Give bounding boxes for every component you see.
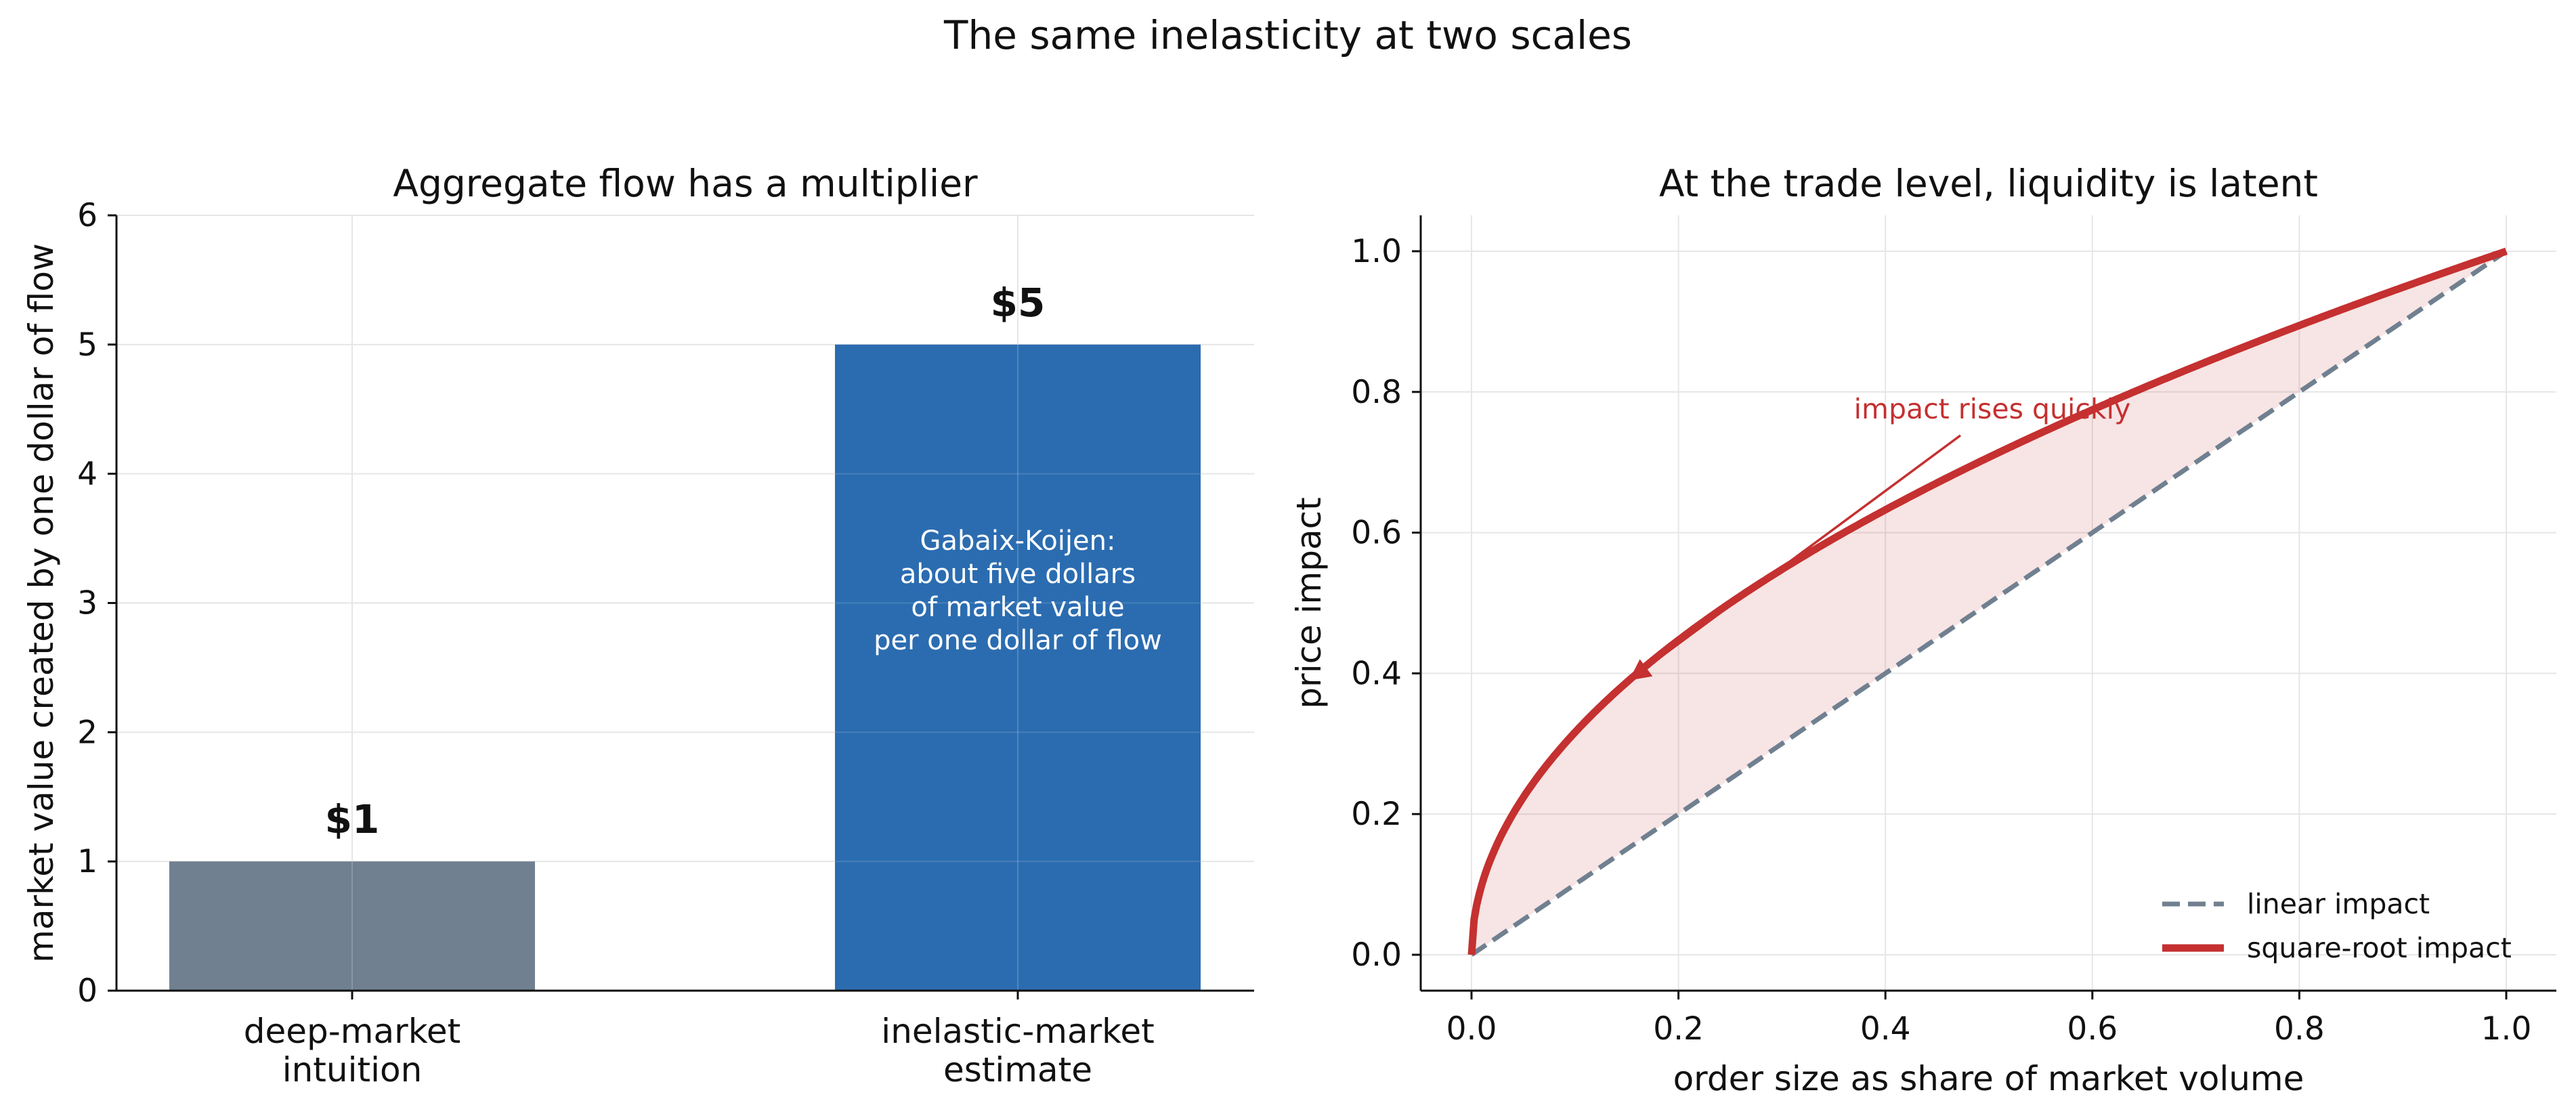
x-tick-label: 0.8 <box>2274 1010 2325 1048</box>
y-tick-label: 5 <box>77 326 98 364</box>
linear-impact-line <box>1470 249 2508 957</box>
y-tick-label: 3 <box>77 585 98 622</box>
legend-label: linear impact <box>2247 888 2430 920</box>
panel-title: Aggregate flow has a multiplier <box>393 162 978 205</box>
y-tick-label: 0.2 <box>1351 796 1402 833</box>
y-axis-label: market value created by one dollar of fl… <box>22 243 61 963</box>
y-tick-label: 0.0 <box>1351 936 1402 974</box>
impact-chart-panel: impact rises quickly 0.0 0.2 0.4 0.6 0.8 1.0 0.… <box>1289 162 2556 1098</box>
y-tick-label: 1 <box>77 843 98 880</box>
bar <box>169 861 535 991</box>
y-tick-label: 0 <box>77 972 98 1010</box>
bar-value-label: $1 <box>325 796 380 842</box>
y-tick-label: 2 <box>77 714 98 751</box>
bar-annotation: Gabaix-Koijen: about five dollars of marke… <box>874 525 1162 656</box>
bar-value-label: $5 <box>991 280 1046 326</box>
x-tick-label: deep-market intuition <box>244 1012 460 1090</box>
x-tick-label: 0.2 <box>1653 1010 1704 1048</box>
curve-annotation: impact rises quickly <box>1854 393 2131 425</box>
x-tick-label: 0.0 <box>1446 1010 1497 1048</box>
x-tick-label: 0.4 <box>1860 1010 1911 1048</box>
y-tick-label: 4 <box>77 456 98 493</box>
y-tick-label: 6 <box>77 197 98 234</box>
y-tick-label: 0.8 <box>1351 374 1402 411</box>
y-tick-label: 1.0 <box>1351 233 1402 270</box>
bar <box>835 344 1201 991</box>
x-axis-label: order size as share of market volume <box>1673 1059 2304 1098</box>
panel-title: At the trade level, liquidity is latent <box>1659 162 2318 205</box>
x-tick-label: 0.6 <box>2067 1010 2118 1048</box>
x-tick-label: inelastic-market estimate <box>881 1012 1154 1090</box>
y-tick-label: 0.6 <box>1351 515 1402 552</box>
x-tick-label: 1.0 <box>2481 1010 2532 1048</box>
y-axis-label: price impact <box>1289 497 1329 708</box>
annotation-arrow <box>1629 434 1962 681</box>
legend: linear impact square-root impact <box>2162 888 2512 964</box>
legend-label: square-root impact <box>2247 932 2512 964</box>
y-tick-label: 0.4 <box>1351 655 1402 692</box>
bar-chart-panel: $1 $5 Gabaix-Koijen: about five dollars of m… <box>22 162 1254 1090</box>
figure-title: The same inelasticity at two scales <box>944 12 1632 58</box>
